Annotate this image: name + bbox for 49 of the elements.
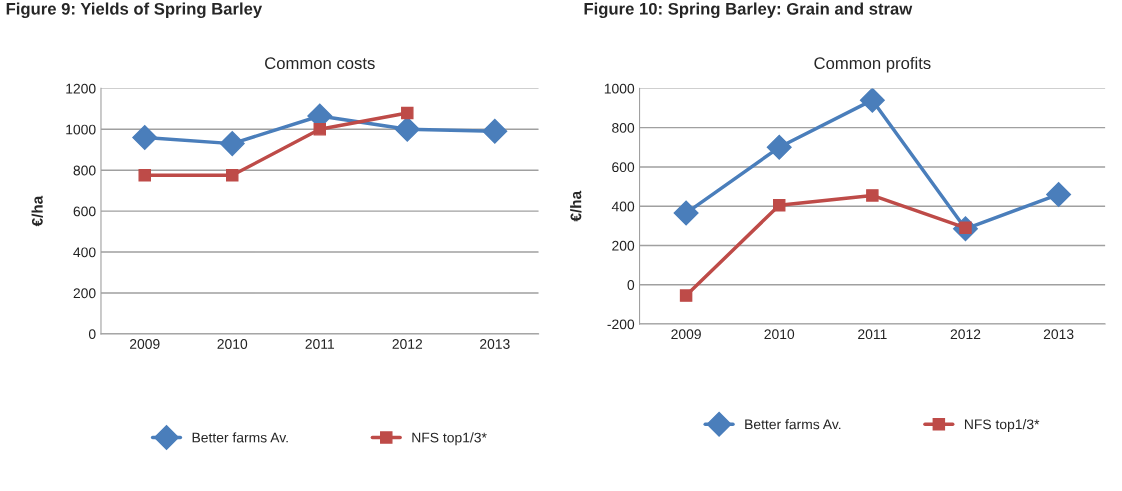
y-tick-label: 400	[73, 247, 96, 258]
y-tick-label: 200	[73, 288, 96, 299]
y-tick-label: 800	[612, 122, 635, 133]
point	[766, 134, 792, 160]
caption: Figure 10: Spring Barley: Grain and straw	[584, 2, 913, 19]
legend-label: Better farms Av.	[192, 432, 288, 443]
point	[772, 198, 786, 212]
chart-title: Common profits	[814, 56, 931, 73]
y-tick-label: 800	[73, 165, 96, 176]
point	[313, 123, 327, 136]
point	[219, 131, 245, 157]
caption: Figure 9: Yields of Spring Barley	[6, 2, 263, 19]
y-tick-label: 1200	[66, 83, 96, 94]
point	[1046, 181, 1072, 207]
x-tick-label: 2012	[392, 339, 423, 349]
legend-label: NFS top1/3*	[412, 432, 487, 446]
y-tick-label: 1000	[66, 124, 96, 135]
legend-label: NFS top1/3*	[964, 419, 1040, 432]
x-tick-label: 2009	[129, 339, 160, 349]
point	[482, 118, 508, 144]
point	[859, 88, 885, 113]
point	[132, 124, 158, 150]
x-tick-label: 2013	[480, 339, 510, 349]
legend-label: Better farms Av.	[745, 419, 841, 430]
y-axis-title: €/ha	[570, 190, 582, 222]
chart-title: Common costs	[265, 57, 375, 70]
y-tick-label: 600	[612, 162, 635, 173]
x-tick-label: 2011	[858, 329, 887, 340]
y-tick-label: 1000	[604, 83, 635, 94]
point	[226, 169, 239, 182]
y-tick-label: 200	[612, 240, 635, 251]
x-tick-label: 2009	[671, 329, 701, 340]
y-tick-label: -200	[607, 319, 635, 330]
point	[866, 189, 879, 202]
point	[401, 106, 414, 120]
x-tick-label: 2011	[305, 339, 335, 349]
point	[673, 200, 699, 226]
point	[138, 169, 151, 182]
point	[679, 289, 693, 302]
point	[394, 116, 420, 142]
y-tick-label: 400	[611, 201, 635, 212]
y-tick-label: 0	[627, 280, 635, 290]
x-tick-label: 2013	[1043, 329, 1074, 340]
y-axis-title: €/ha	[31, 195, 43, 227]
x-tick-label: 2012	[950, 329, 981, 340]
y-tick-label: 0	[88, 329, 96, 340]
x-tick-label: 2010	[764, 329, 795, 340]
y-tick-label: 600	[73, 206, 96, 217]
x-tick-label: 2010	[217, 339, 248, 349]
